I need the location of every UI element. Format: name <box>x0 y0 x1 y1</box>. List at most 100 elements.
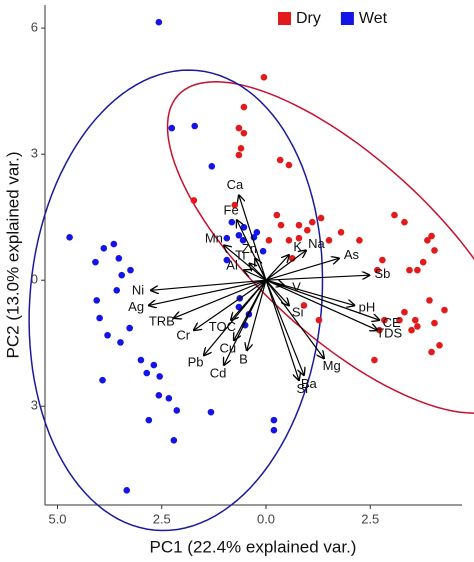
point <box>401 308 408 316</box>
loading-arrow <box>265 279 324 358</box>
loading-label: V <box>292 279 301 294</box>
point <box>431 247 438 254</box>
loading-label: K <box>293 239 302 254</box>
loading-label: Fe <box>224 203 239 218</box>
loading-arrow <box>151 279 267 290</box>
point <box>270 416 278 424</box>
point <box>143 369 151 377</box>
point <box>428 232 435 240</box>
point <box>276 156 284 164</box>
x-tick-label: 2.5 <box>153 511 171 526</box>
y-axis-title: PC2 (13.0% explained var.) <box>3 152 22 359</box>
loading-arrow <box>174 279 267 318</box>
loading-label: Si <box>292 304 304 319</box>
point <box>92 258 99 266</box>
point <box>270 426 278 434</box>
point <box>325 236 333 244</box>
legend-swatch <box>340 12 354 25</box>
point <box>381 316 388 324</box>
point <box>308 218 316 226</box>
point <box>104 331 111 339</box>
point <box>96 314 103 322</box>
point <box>126 324 133 332</box>
point <box>235 151 243 159</box>
point <box>173 407 181 414</box>
loading-label: Na <box>308 236 325 251</box>
loading-label: TRB <box>149 313 175 328</box>
confidence-ellipse <box>28 69 324 532</box>
point <box>231 201 239 209</box>
point <box>190 197 198 204</box>
point <box>391 211 398 219</box>
point <box>315 316 323 324</box>
loading-label: pH <box>359 300 376 315</box>
y-tick-label: 3 <box>31 398 38 413</box>
loading-arrow <box>265 258 339 281</box>
point <box>150 361 158 369</box>
loading-label: As <box>344 247 360 262</box>
legend-label: Dry <box>296 10 321 27</box>
point <box>127 266 134 274</box>
point <box>66 234 73 241</box>
point <box>285 161 293 169</box>
point <box>117 339 124 346</box>
point <box>113 286 121 294</box>
point <box>408 326 415 334</box>
point <box>207 408 215 416</box>
loading-label: B <box>239 351 248 366</box>
x-tick-label: 0.0 <box>257 511 275 526</box>
loading-arrow <box>249 263 267 281</box>
loading-arrow <box>231 279 267 320</box>
point <box>93 297 101 304</box>
point <box>260 73 268 81</box>
x-axis-title: PC1 (22.4% explained var.) <box>150 537 357 556</box>
point <box>337 229 345 236</box>
point <box>300 302 308 309</box>
point <box>228 218 236 226</box>
loading-arrow <box>265 250 306 281</box>
point <box>303 226 311 234</box>
loading-label: Zn <box>242 241 257 256</box>
point <box>356 236 363 244</box>
point <box>100 244 108 252</box>
point <box>168 124 176 132</box>
loading-arrow <box>265 255 289 281</box>
loading-arrow <box>149 279 267 305</box>
point <box>165 394 173 402</box>
point <box>277 221 285 229</box>
point <box>406 266 413 274</box>
y-tick-label: 0 <box>31 272 38 287</box>
loading-arrow <box>194 279 267 330</box>
point <box>235 124 243 132</box>
point <box>155 18 163 26</box>
loading-label: TOC <box>209 319 236 334</box>
y-tick-label: 6 <box>31 20 38 35</box>
point <box>118 271 126 279</box>
point <box>426 297 433 304</box>
point <box>414 323 421 330</box>
loading-label: Cd <box>210 365 227 380</box>
loading-arrow <box>244 270 267 281</box>
point <box>295 234 303 242</box>
point <box>208 163 216 170</box>
x-tick-label: 2.5 <box>361 511 379 526</box>
loading-arrow <box>265 279 304 375</box>
point <box>110 240 118 248</box>
point <box>239 236 247 244</box>
point <box>379 256 386 264</box>
point <box>401 218 408 226</box>
point <box>428 348 435 356</box>
point <box>237 144 245 152</box>
point <box>411 316 419 324</box>
point <box>191 122 199 130</box>
loading-arrow <box>265 280 299 380</box>
point <box>424 236 431 244</box>
point <box>441 306 448 314</box>
point <box>240 129 248 137</box>
point <box>99 376 106 384</box>
loading-arrow <box>265 279 289 305</box>
loading-arrow <box>234 279 267 340</box>
loading-label: Ni <box>132 283 144 298</box>
point <box>235 231 243 239</box>
